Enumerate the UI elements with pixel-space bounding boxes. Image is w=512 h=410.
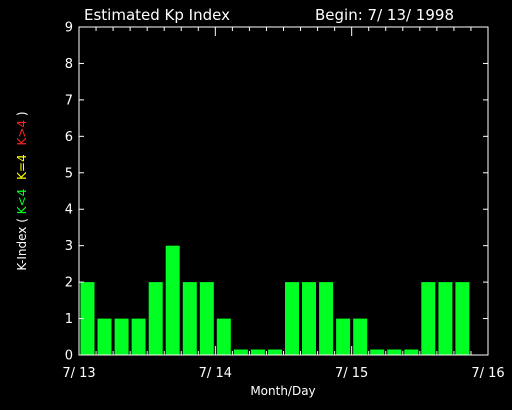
kp-bar [233,349,248,355]
kp-bar [285,282,299,355]
kp-bar [302,282,316,355]
kp-bar [319,282,334,355]
x-axis: 7/ 13 7/ 14 7/ 15 7/ 16 [62,27,505,381]
kp-bar [336,318,351,355]
y-tick-label: 3 [65,239,73,254]
y-tick-label: 5 [65,166,73,181]
kp-bar [421,282,436,355]
x-tick-label: 7/ 14 [199,366,232,381]
y-tick-label: 8 [65,57,73,72]
y-label-low: K<4 [15,189,29,215]
kp-bar [387,349,402,355]
kp-bar [114,318,129,355]
plot-frame [78,26,489,356]
y-label-equal: K=4 [15,154,29,180]
x-tick-label: 7/ 13 [62,366,95,381]
kp-bar [216,318,231,355]
kp-bar [148,282,163,355]
y-tick-label: 9 [65,21,73,36]
kp-bar [97,318,112,355]
kp-bar [80,282,95,355]
kp-bar [182,282,197,355]
kp-bar [438,282,453,355]
y-label-suffix: ) [15,111,29,116]
kp-bar [165,245,180,355]
y-tick-label: 0 [65,349,73,364]
kp-bar [131,318,146,355]
chart-title: Estimated Kp Index [84,6,230,24]
kp-bar [455,282,470,355]
kp-bar [268,349,282,355]
kp-bar [250,349,265,355]
y-label-prefix: K-Index ( [15,214,29,270]
x-axis-label: Month/Day [250,384,315,398]
y-tick-label: 6 [65,130,73,145]
bar-series [80,245,470,355]
y-axis-label: K-Index ( K<4 K=4 K>4 ) [15,111,29,270]
y-label-high: K>4 [15,120,29,146]
y-tick-label: 7 [65,93,73,108]
x-tick-label: 7/ 15 [335,366,368,381]
y-tick-label: 4 [65,203,73,218]
kp-bar [353,318,368,355]
kp-bar [404,349,419,355]
y-tick-label: 2 [65,276,73,291]
kp-bar [370,349,385,355]
x-tick-label: 7/ 16 [471,366,504,381]
kp-bar [199,282,214,355]
y-tick-label: 1 [65,312,73,327]
begin-date: Begin: 7/ 13/ 1998 [315,6,454,24]
